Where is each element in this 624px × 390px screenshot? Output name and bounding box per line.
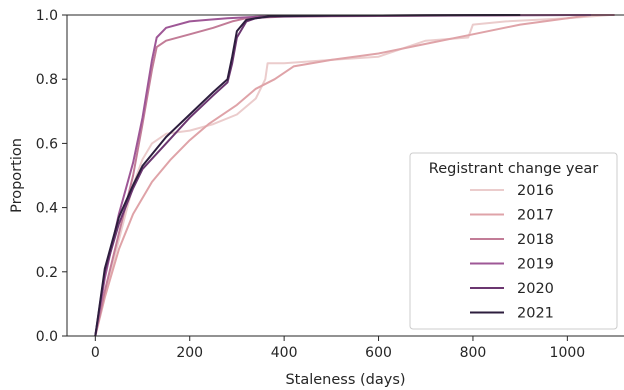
- series-line-2016: [94, 14, 610, 337]
- x-tick-label: 600: [365, 345, 392, 361]
- y-tick-label: 0.6: [36, 136, 58, 152]
- legend-title: Registrant change year: [429, 161, 599, 177]
- legend-label-2021: 2021: [517, 306, 554, 322]
- y-tick-label: 0.2: [36, 265, 58, 281]
- legend-frame: [409, 152, 618, 330]
- x-axis-ticks: 0 200 400 600 800 1000: [91, 336, 585, 361]
- y-tick-label: 0.4: [36, 201, 58, 217]
- legend-label-2016: 2016: [517, 183, 554, 199]
- y-tick-label: 0.0: [36, 329, 58, 345]
- y-tick-label: 0.8: [36, 72, 58, 88]
- x-tick-label: 1000: [550, 345, 586, 361]
- plot-lines: [94, 14, 615, 337]
- y-tick-label: 1.0: [36, 8, 58, 24]
- legend-items: 2016 2017 2018 2019 2020 2021: [470, 183, 554, 322]
- series-line-2021: [94, 14, 521, 337]
- legend-label-2019: 2019: [517, 257, 554, 273]
- y-axis-ticks: 0.0 0.2 0.4 0.6 0.8 1.0: [36, 8, 67, 345]
- legend: Registrant change year 20162017201820192…: [409, 152, 618, 330]
- x-tick-label: 800: [460, 345, 487, 361]
- x-tick-label: 0: [91, 345, 100, 361]
- series-line-2017: [94, 14, 592, 337]
- x-axis-label: Staleness (days): [285, 372, 405, 388]
- legend-label-2020: 2020: [517, 281, 554, 297]
- legend-label-2018: 2018: [517, 232, 554, 248]
- x-tick-label: 200: [176, 345, 203, 361]
- x-tick-label: 400: [271, 345, 298, 361]
- legend-label-2017: 2017: [517, 208, 554, 224]
- y-axis-label: Proportion: [9, 138, 25, 213]
